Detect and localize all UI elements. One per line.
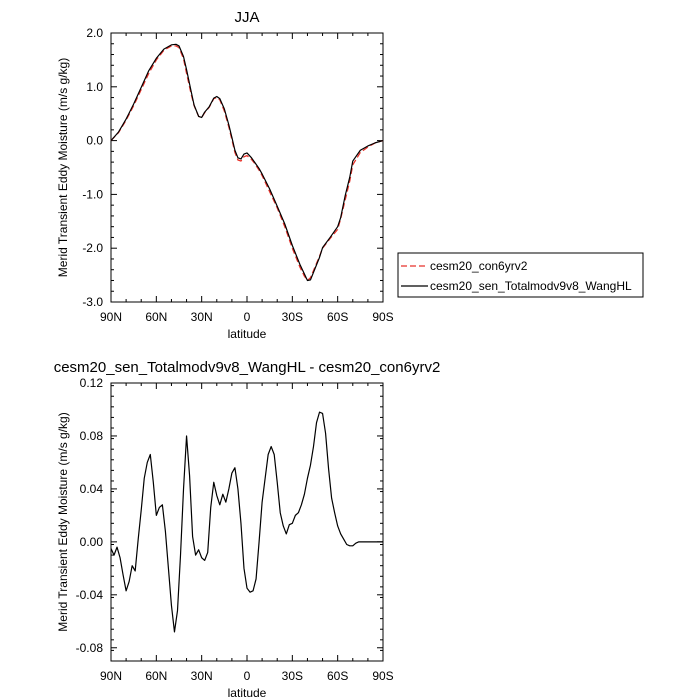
x-tick-label: 60S xyxy=(327,310,348,324)
x-tick-label: 0 xyxy=(244,310,251,324)
y-tick-label: 0.08 xyxy=(80,429,104,443)
x-tick-label: 0 xyxy=(244,669,251,683)
x-axis-label: latitude xyxy=(228,686,267,700)
y-tick-label: -0.04 xyxy=(76,588,104,602)
x-tick-label: 60S xyxy=(327,669,348,683)
y-tick-label: -0.08 xyxy=(76,641,104,655)
chart-panel-1: 90N 60N 30N 0 30S 60S 90S -3.0 -2.0 -1.0 0.0 1.0 2.0… xyxy=(56,9,644,341)
x-tick-label: 60N xyxy=(145,669,167,683)
legend-label-1: cesm20_con6yrv2 xyxy=(430,259,528,273)
y-tick-label: 0.0 xyxy=(86,134,103,148)
x-tick-label: 30N xyxy=(191,310,213,324)
y-tick-label: 0.04 xyxy=(80,482,104,496)
x-tick-label: 30N xyxy=(191,669,213,683)
x-axis-label: latitude xyxy=(228,327,267,341)
legend-box xyxy=(397,252,644,298)
x-tick-label: 60N xyxy=(145,310,167,324)
y-tick-label: -1.0 xyxy=(82,187,103,201)
x-tick-label: 30S xyxy=(282,669,303,683)
series-line-1 xyxy=(110,45,384,282)
legend-label-2: cesm20_sen_Totalmodv9v8_WangHL xyxy=(430,279,632,293)
y-tick-label: -3.0 xyxy=(82,295,103,309)
chart-title: JJA xyxy=(234,9,259,26)
x-tick-label: 30S xyxy=(282,310,303,324)
plot-frame xyxy=(110,382,384,662)
y-axis-label: Merid Transient Eddy Moisture (m/s g/kg) xyxy=(56,58,70,277)
y-tick-label: 1.0 xyxy=(86,80,103,94)
series-line-1 xyxy=(110,411,383,633)
chart-title: cesm20_sen_Totalmodv9v8_WangHL - cesm20_… xyxy=(54,359,441,376)
series-line-2 xyxy=(110,43,384,282)
y-tick-label: 2.0 xyxy=(86,26,103,40)
chart-panel-2: 90N 60N 30N 0 30S 60S 90S -0.08 -0.04 0.00 0.04 0.0… xyxy=(54,359,441,700)
y-tick-label: 0.12 xyxy=(80,376,104,390)
x-tick-label: 90S xyxy=(372,669,393,683)
x-tick-label: 90S xyxy=(372,310,393,324)
plot-frame xyxy=(110,32,384,303)
y-tick-label: -2.0 xyxy=(82,241,103,255)
x-tick-label: 90N xyxy=(100,669,122,683)
legend: cesm20_con6yrv2 cesm20_sen_Totalmodv9v8_W… xyxy=(397,252,644,298)
y-axis-label: Merid Transient Eddy Moisture (m/s g/kg) xyxy=(56,412,70,631)
y-tick-label: 0.00 xyxy=(80,535,104,549)
x-tick-label: 90N xyxy=(100,310,122,324)
